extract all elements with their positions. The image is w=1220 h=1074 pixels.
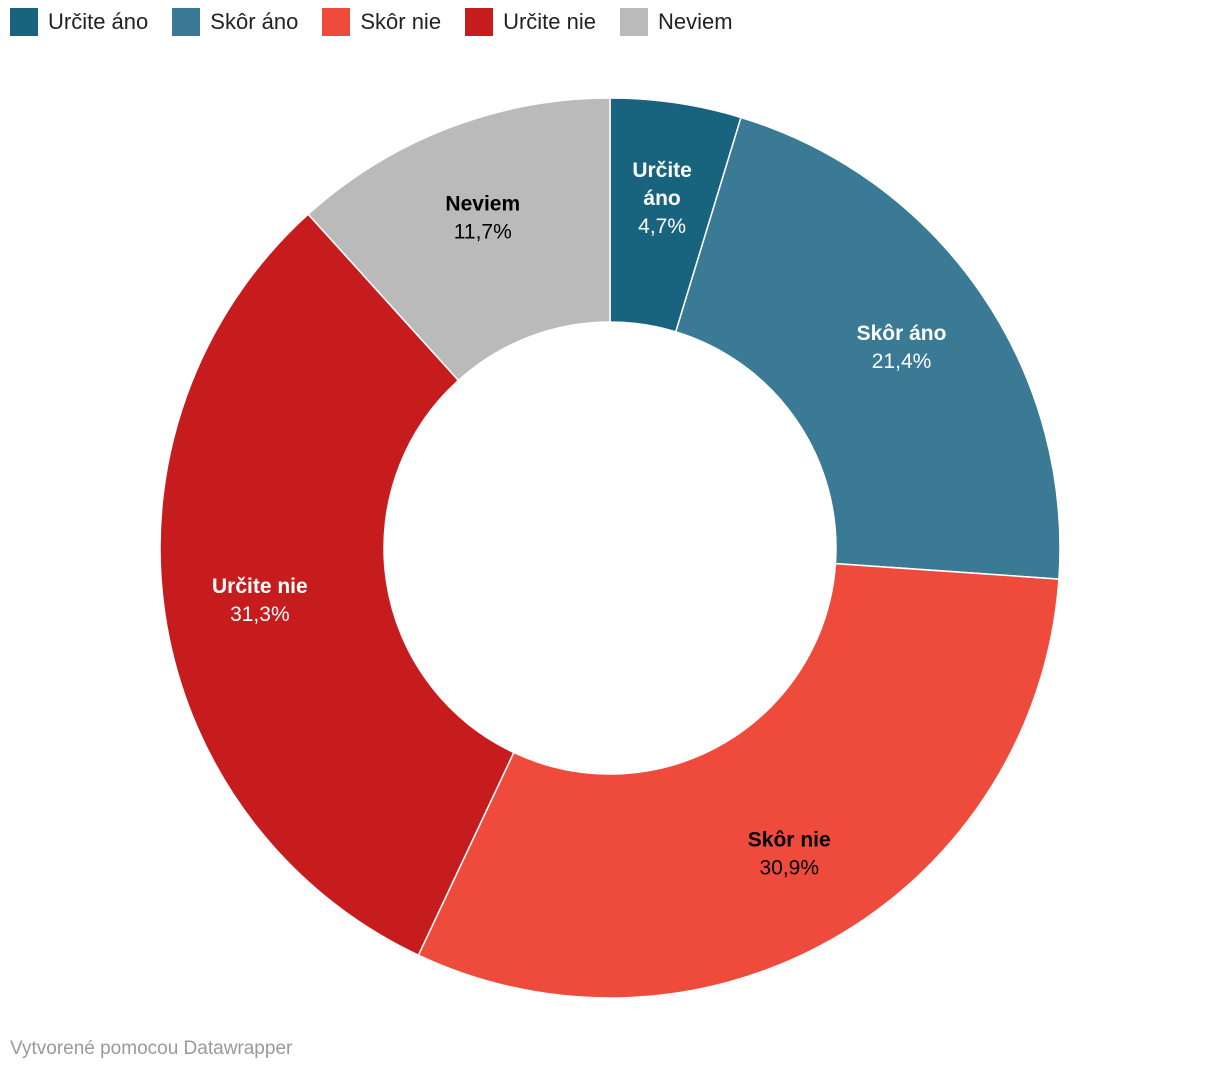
legend-label: Určite áno <box>48 9 149 34</box>
slice-value-text: 4,7% <box>638 215 686 238</box>
legend-swatch <box>322 8 351 36</box>
slice-value-text: 21,4% <box>872 350 932 373</box>
slice-name-text: Neviem <box>445 193 520 216</box>
slice-value-text: 30,9% <box>759 856 819 879</box>
slice-name-text: Určite <box>632 159 692 182</box>
legend-label: Neviem <box>657 9 733 34</box>
legend-item-urcite-ano: Určite áno <box>10 8 148 36</box>
slice-name-text: Skôr áno <box>857 322 947 345</box>
legend-swatch <box>10 8 38 36</box>
legend-item-urcite-nie: Určite nie <box>465 8 596 36</box>
slice-neviem <box>307 97 611 382</box>
slice-name-text: Skôr nie <box>748 828 831 851</box>
legend-item-neviem: Neviem <box>619 8 733 36</box>
slice-label-skor-nie: Skôr nie 30,9% <box>748 828 831 879</box>
legend: Určite áno Skôr áno Skôr nie Určite nie … <box>10 8 733 36</box>
legend-swatch <box>465 8 494 36</box>
slice-name-text: Určite nie <box>212 575 308 598</box>
slice-value-text: 31,3% <box>230 603 290 626</box>
slice-label-neviem: Neviem 11,7% <box>445 193 520 244</box>
slice-urcite-nie <box>159 213 515 957</box>
footer-credit: Vytvorené pomocou Datawrapper <box>10 1038 293 1059</box>
slice-value-text: 11,7% <box>454 221 512 244</box>
legend-label: Určite nie <box>503 9 596 34</box>
legend-item-skor-ano: Skôr áno <box>172 8 298 36</box>
slice-label-urcite-ano: Určite áno 4,7% <box>632 159 692 238</box>
slice-name-text: áno <box>643 187 680 210</box>
legend-swatch <box>619 8 648 36</box>
legend-label: Skôr áno <box>210 9 299 34</box>
slice-skor-nie <box>417 562 1060 999</box>
legend-label: Skôr nie <box>360 9 442 34</box>
legend-swatch <box>172 8 201 36</box>
slice-label-skor-ano: Skôr áno 21,4% <box>857 322 947 373</box>
legend-item-skor-nie: Skôr nie <box>322 8 441 36</box>
slice-skor-ano <box>674 116 1061 580</box>
slice-label-urcite-nie: Určite nie 31,3% <box>212 575 308 626</box>
